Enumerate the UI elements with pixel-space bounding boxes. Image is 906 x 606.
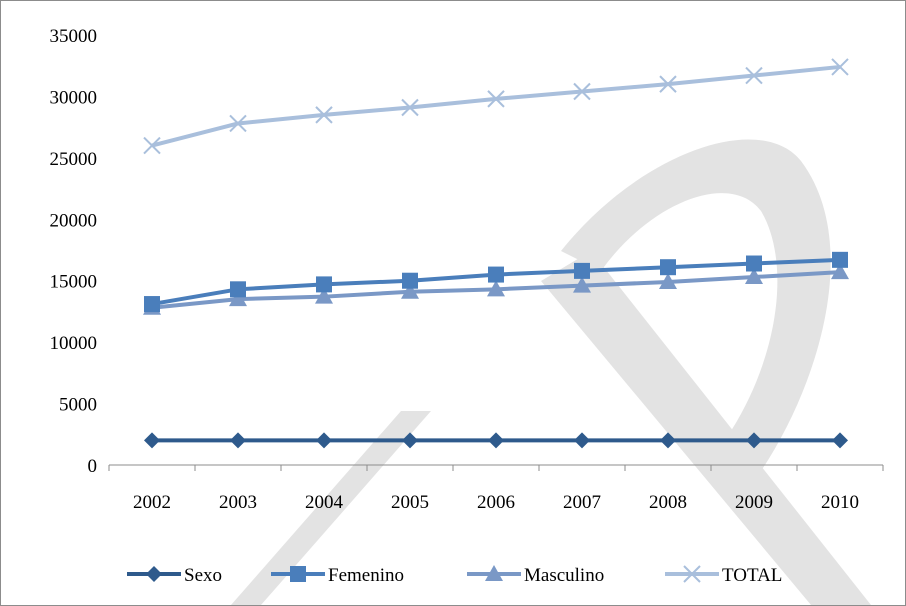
data-point-total xyxy=(143,136,161,155)
y-tick-label: 0 xyxy=(88,456,98,477)
data-point-sexo xyxy=(144,432,160,449)
series-sexo xyxy=(144,432,848,449)
data-point-total xyxy=(659,75,677,93)
data-point-femenino xyxy=(316,276,332,293)
legend-marker-masculino xyxy=(485,565,503,581)
series-layer xyxy=(143,58,849,449)
data-point-masculino xyxy=(831,263,849,280)
data-point-sexo xyxy=(316,432,332,449)
data-point-total xyxy=(745,66,763,85)
x-tick-label: 2008 xyxy=(649,492,687,513)
watermark-stroke-left xyxy=(231,411,431,605)
watermark-bowl xyxy=(561,139,831,471)
data-point-sexo xyxy=(230,432,246,449)
y-tick-label: 20000 xyxy=(50,210,98,231)
watermark-stroke-right xyxy=(541,251,871,605)
y-tick-label: 25000 xyxy=(50,149,98,170)
series-line-total xyxy=(151,64,841,148)
data-point-sexo xyxy=(488,432,504,449)
x-tick-label: 2004 xyxy=(305,492,344,513)
series-femenino xyxy=(144,251,848,313)
data-point-femenino xyxy=(832,251,848,268)
data-point-total xyxy=(401,98,419,117)
x-tick-label: 2005 xyxy=(391,492,429,513)
watermark-logo xyxy=(231,139,871,605)
data-point-femenino xyxy=(230,281,246,298)
series-masculino xyxy=(143,263,849,315)
legend-item-total: TOTAL xyxy=(665,565,782,586)
data-point-masculino xyxy=(487,280,505,297)
data-point-masculino xyxy=(229,290,247,307)
legend-marker-sexo xyxy=(146,566,162,582)
data-point-masculino xyxy=(315,287,333,304)
data-point-total xyxy=(831,58,849,76)
data-point-total xyxy=(315,106,333,124)
data-point-femenino xyxy=(144,296,160,313)
legend-label-total: TOTAL xyxy=(722,565,782,586)
data-point-sexo xyxy=(402,432,418,449)
data-point-total xyxy=(487,90,505,108)
y-tick-label: 5000 xyxy=(59,395,97,416)
data-point-total xyxy=(229,114,247,133)
y-axis: 0 5000 10000 15000 20000 25000 30000 35000 xyxy=(50,26,98,477)
data-point-total xyxy=(573,82,591,101)
data-point-femenino xyxy=(574,262,590,279)
data-point-masculino xyxy=(573,276,591,293)
x-tick-label: 2009 xyxy=(735,492,773,513)
legend-label-femenino: Femenino xyxy=(328,565,404,586)
data-point-masculino xyxy=(401,282,419,299)
data-point-femenino xyxy=(488,266,504,283)
x-tick-label: 2007 xyxy=(563,492,601,513)
y-tick-label: 15000 xyxy=(50,272,98,293)
x-tick-label: 2006 xyxy=(477,492,515,513)
data-point-sexo xyxy=(574,432,590,449)
y-tick-label: 30000 xyxy=(50,87,98,108)
x-axis: 2002 2003 2004 2005 2006 2007 2008 2009 2010 xyxy=(108,464,884,513)
x-tick-label: 2010 xyxy=(821,492,859,513)
y-tick-label: 35000 xyxy=(50,26,98,47)
data-point-sexo xyxy=(660,432,676,449)
legend-label-sexo: Sexo xyxy=(184,565,222,586)
legend-item-femenino: Femenino xyxy=(271,565,404,586)
legend-label-masculino: Masculino xyxy=(524,565,604,586)
legend-item-masculino: Masculino xyxy=(467,565,604,586)
series-total xyxy=(143,58,849,155)
data-point-femenino xyxy=(746,255,762,272)
data-point-femenino xyxy=(402,272,418,289)
y-tick-label: 10000 xyxy=(50,333,98,354)
x-tick-label: 2002 xyxy=(133,492,171,513)
data-point-sexo xyxy=(746,432,762,449)
data-point-femenino xyxy=(660,259,676,276)
data-point-sexo xyxy=(832,432,848,449)
data-point-masculino xyxy=(745,268,763,285)
legend: Sexo Femenino Masculino TOTAL xyxy=(127,565,782,586)
x-tick-label: 2003 xyxy=(219,492,257,513)
legend-marker-femenino xyxy=(290,566,306,582)
legend-item-sexo: Sexo xyxy=(127,565,222,586)
legend-marker-total xyxy=(683,565,701,583)
data-point-masculino xyxy=(659,272,677,289)
